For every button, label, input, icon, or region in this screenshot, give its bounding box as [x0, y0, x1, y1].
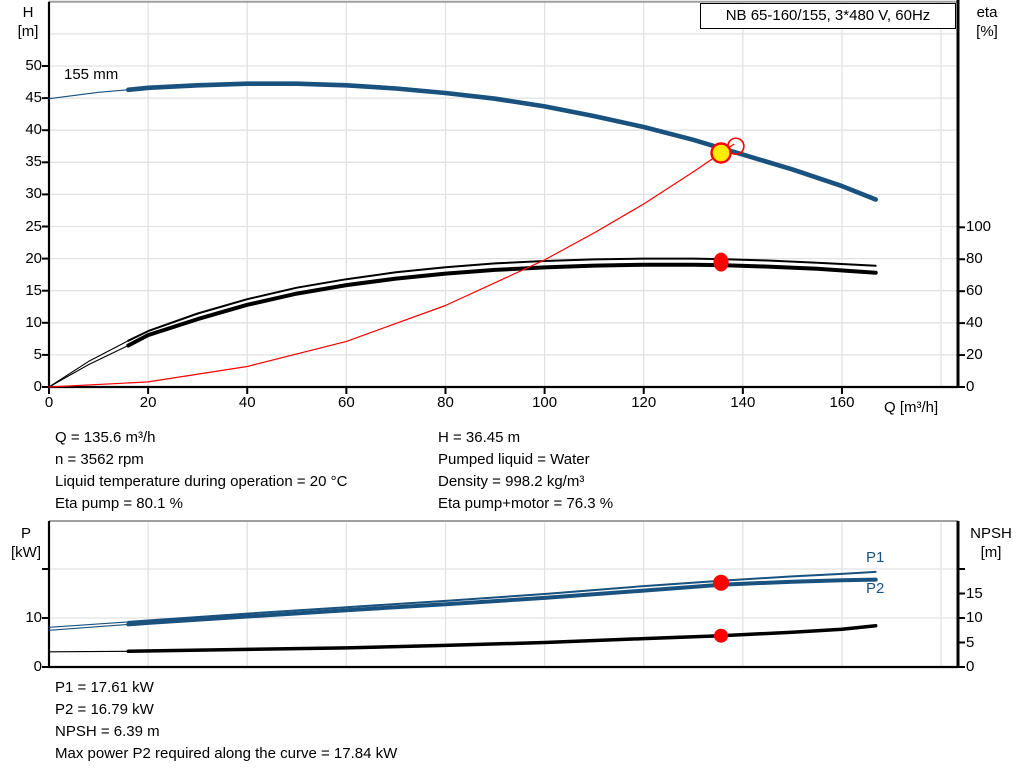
info-pumped-liquid: Pumped liquid = Water — [438, 451, 590, 468]
eta-axis-unit-label: eta [%] — [965, 3, 1009, 41]
eta-axis-unit: [%] — [976, 23, 998, 40]
power-axis-name: P — [20, 525, 31, 542]
curve-p1 — [127, 570, 877, 623]
curve-eta-pump-lead-in — [48, 340, 129, 388]
x-tick-label-120: 120 — [631, 394, 657, 411]
power-axis-unit: [kW] — [11, 544, 41, 561]
pump-title-box: NB 65-160/155, 3*480 V, 60Hz — [700, 3, 956, 29]
x-tick-label-100: 100 — [532, 394, 558, 411]
info-density: Density = 998.2 kg/m³ — [438, 473, 585, 490]
x-tick-label-80: 80 — [437, 394, 454, 411]
flow-axis-label: Q [m³/h] — [884, 399, 939, 416]
left-tick-label-10: 10 — [25, 313, 42, 331]
left-tick-label-35: 35 — [25, 153, 42, 171]
left-tick-label-5: 5 — [33, 345, 42, 363]
left-tick-label-10: 10 — [25, 609, 42, 626]
curve-p2 — [126, 577, 878, 627]
eta-axis-name: eta — [976, 4, 998, 21]
p1-series-label: P1 — [866, 549, 885, 566]
p2-series-label: P2 — [866, 580, 885, 597]
head-axis-name: H — [22, 4, 34, 21]
left-tick-label-30: 30 — [25, 185, 42, 203]
left-tick-label-20: 20 — [25, 249, 42, 267]
curve-eta-pump-motor — [126, 262, 878, 348]
npsh-axis-name: NPSH — [970, 525, 1012, 542]
right-tick-label-100: 100 — [966, 218, 992, 236]
curve-npsh-lead-in — [48, 650, 129, 653]
head-axis-unit-label: H [m] — [8, 3, 48, 41]
right-tick-label-5: 5 — [966, 633, 975, 651]
right-tick-label-15: 15 — [966, 584, 983, 602]
npsh-axis-unit-label: NPSH [m] — [962, 524, 1020, 562]
marker-duty-point — [710, 142, 732, 164]
x-tick-label-20: 20 — [139, 394, 157, 411]
right-tick-label-40: 40 — [966, 314, 983, 332]
curve-eta-pump-motor-lead-in — [48, 344, 129, 388]
info-max-power: Max power P2 required along the curve = … — [55, 745, 398, 762]
curve-npsh — [126, 624, 878, 654]
info-p1: P1 = 17.61 kW — [55, 679, 154, 696]
right-tick-label-10: 10 — [966, 609, 983, 626]
curve-p1-lead-in — [48, 621, 129, 628]
info-head: H = 36.45 m — [438, 429, 521, 446]
x-tick-label-140: 140 — [730, 394, 756, 411]
left-tick-label-0: 0 — [33, 658, 42, 675]
marker-power-duty-point — [713, 574, 730, 591]
curve-p2-lead-in — [48, 623, 129, 631]
info-speed: n = 3562 rpm — [55, 451, 144, 468]
npsh-axis-unit: [m] — [980, 544, 1002, 561]
right-tick-label-0: 0 — [966, 658, 975, 675]
impeller-size-label: 155 mm — [64, 66, 119, 83]
power-axis-unit-label: P [kW] — [4, 524, 48, 562]
x-tick-label-160: 160 — [829, 394, 855, 411]
left-tick-label-40: 40 — [25, 121, 42, 139]
marker-npsh-duty-point — [714, 628, 729, 643]
left-tick-label-0: 0 — [33, 378, 42, 395]
info-npsh: NPSH = 6.39 m — [55, 723, 160, 740]
x-tick-label-40: 40 — [238, 394, 256, 411]
head-axis-unit: [m] — [17, 23, 39, 40]
left-tick-label-50: 50 — [25, 57, 42, 74]
left-tick-label-15: 15 — [25, 281, 42, 299]
marker-eta-duty-point — [713, 252, 729, 272]
right-tick-label-20: 20 — [966, 346, 983, 364]
curve-eta-pump — [127, 257, 877, 342]
curve-system-curve — [48, 143, 735, 388]
info-p2: P2 = 16.79 kW — [55, 701, 154, 718]
x-tick-label-60: 60 — [338, 394, 355, 411]
info-eta-pump-motor: Eta pump+motor = 76.3 % — [438, 495, 614, 512]
curve-head — [126, 81, 878, 202]
info-flow: Q = 135.6 m³/h — [55, 429, 156, 446]
info-eta-pump: Eta pump = 80.1 % — [55, 495, 183, 512]
left-tick-label-45: 45 — [25, 89, 42, 107]
x-tick-label-0: 0 — [44, 394, 54, 411]
left-tick-label-25: 25 — [25, 217, 42, 235]
right-tick-label-80: 80 — [966, 250, 983, 268]
curve-head-lead-in — [48, 89, 129, 100]
info-liquid-temp: Liquid temperature during operation = 20… — [55, 473, 348, 490]
right-tick-label-0: 0 — [966, 378, 975, 395]
right-tick-label-60: 60 — [966, 282, 983, 300]
